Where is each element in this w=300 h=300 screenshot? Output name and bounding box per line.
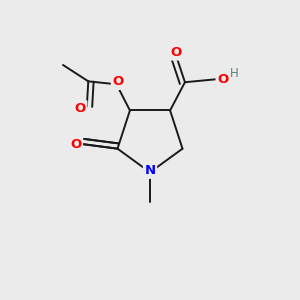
Text: O: O (112, 75, 124, 88)
Text: O: O (170, 46, 182, 59)
Text: N: N (144, 164, 156, 177)
Text: O: O (75, 102, 86, 115)
Text: O: O (70, 138, 82, 151)
Text: O: O (217, 73, 228, 86)
Text: H: H (230, 68, 239, 80)
